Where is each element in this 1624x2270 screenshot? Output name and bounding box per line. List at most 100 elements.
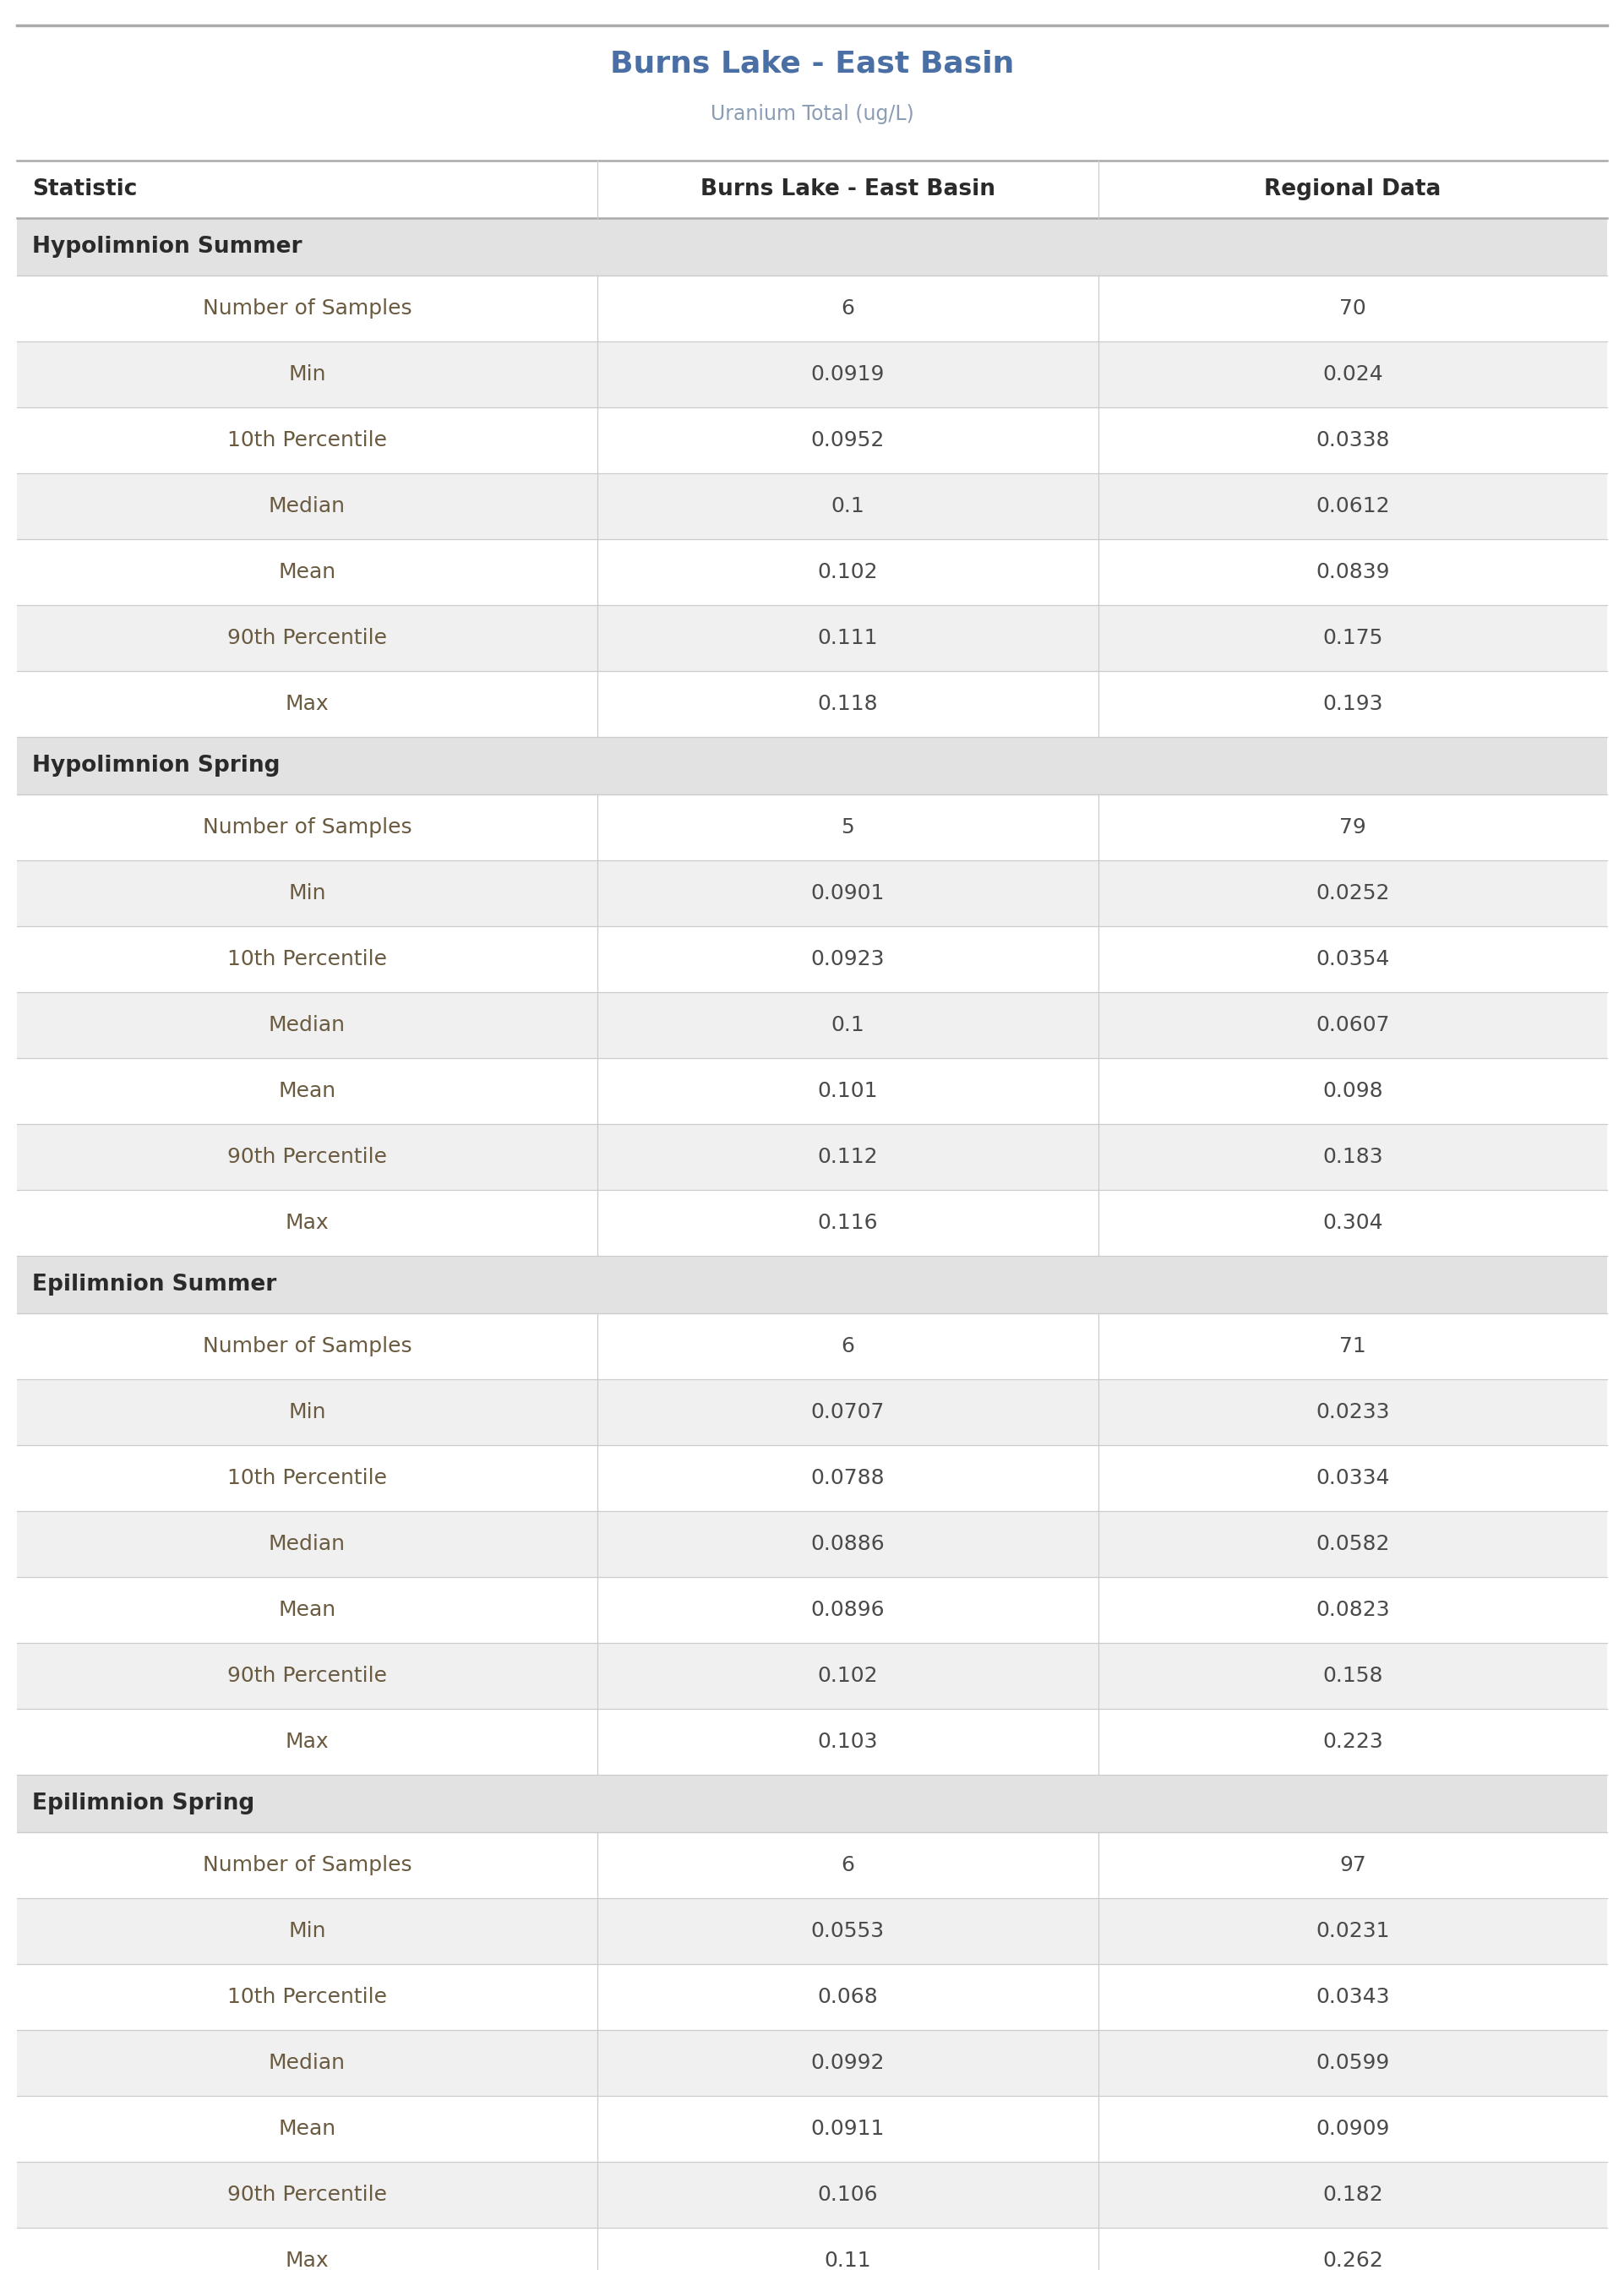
Bar: [16, 1643, 1608, 1709]
Text: 0.158: 0.158: [1322, 1666, 1384, 1687]
Text: 0.0231: 0.0231: [1315, 1920, 1390, 1941]
Text: 10th Percentile: 10th Percentile: [227, 431, 387, 449]
Text: 0.11: 0.11: [825, 2250, 872, 2270]
Text: Burns Lake - East Basin: Burns Lake - East Basin: [700, 179, 996, 200]
Bar: [16, 1255, 1608, 1314]
Text: Hypolimnion Spring: Hypolimnion Spring: [32, 754, 279, 776]
Bar: [16, 926, 1608, 992]
Text: 0.106: 0.106: [817, 2184, 879, 2204]
Bar: [16, 275, 1608, 340]
Bar: [16, 1832, 1608, 1898]
Text: 0.0354: 0.0354: [1315, 949, 1390, 969]
Text: Mean: Mean: [278, 2118, 336, 2138]
Text: Mean: Mean: [278, 1600, 336, 1621]
Text: 0.112: 0.112: [817, 1146, 879, 1167]
Text: 70: 70: [1340, 297, 1366, 318]
Text: 0.0553: 0.0553: [810, 1920, 885, 1941]
Text: 0.262: 0.262: [1322, 2250, 1384, 2270]
Text: 10th Percentile: 10th Percentile: [227, 1469, 387, 1489]
Text: Number of Samples: Number of Samples: [203, 1337, 412, 1357]
Text: 90th Percentile: 90th Percentile: [227, 1146, 387, 1167]
Text: 6: 6: [841, 1855, 854, 1875]
Text: 0.0919: 0.0919: [810, 363, 885, 384]
Text: 71: 71: [1340, 1337, 1366, 1357]
Text: 0.068: 0.068: [817, 1986, 879, 2007]
Text: 0.0599: 0.0599: [1315, 2052, 1390, 2073]
Bar: [16, 1189, 1608, 1255]
Text: Burns Lake - East Basin: Burns Lake - East Basin: [611, 50, 1013, 77]
Text: Max: Max: [286, 1732, 330, 1752]
Bar: [16, 992, 1608, 1058]
Text: 0.116: 0.116: [817, 1212, 879, 1233]
Text: Median: Median: [268, 497, 346, 515]
Text: 0.0343: 0.0343: [1315, 1986, 1390, 2007]
Text: Min: Min: [289, 363, 326, 384]
Bar: [16, 1446, 1608, 1512]
Text: Max: Max: [286, 2250, 330, 2270]
Text: 90th Percentile: 90th Percentile: [227, 2184, 387, 2204]
Text: Min: Min: [289, 1920, 326, 1941]
Text: 0.223: 0.223: [1322, 1732, 1384, 1752]
Bar: [16, 1898, 1608, 1964]
Text: 97: 97: [1340, 1855, 1366, 1875]
Text: Median: Median: [268, 1535, 346, 1555]
Text: 0.183: 0.183: [1322, 1146, 1384, 1167]
Bar: [16, 1314, 1608, 1380]
Bar: [16, 2029, 1608, 2095]
Bar: [16, 794, 1608, 860]
Text: 0.193: 0.193: [1322, 695, 1384, 715]
Bar: [16, 738, 1608, 794]
Text: 0.0911: 0.0911: [810, 2118, 885, 2138]
Text: 0.0582: 0.0582: [1315, 1535, 1390, 1555]
Text: 0.102: 0.102: [817, 1666, 879, 1687]
Text: 0.0896: 0.0896: [810, 1600, 885, 1621]
Text: 0.175: 0.175: [1322, 629, 1382, 649]
Bar: [16, 1709, 1608, 1775]
Text: 0.024: 0.024: [1322, 363, 1384, 384]
Text: Median: Median: [268, 1015, 346, 1035]
Text: Number of Samples: Number of Samples: [203, 297, 412, 318]
Text: 0.1: 0.1: [831, 1015, 864, 1035]
Bar: [16, 540, 1608, 606]
Bar: [16, 1124, 1608, 1189]
Text: 0.0612: 0.0612: [1315, 497, 1390, 515]
Text: 0.0886: 0.0886: [810, 1535, 885, 1555]
Text: Epilimnion Spring: Epilimnion Spring: [32, 1793, 255, 1814]
Text: 10th Percentile: 10th Percentile: [227, 949, 387, 969]
Text: 0.0901: 0.0901: [810, 883, 885, 903]
Bar: [16, 1578, 1608, 1643]
Text: 0.0252: 0.0252: [1315, 883, 1390, 903]
Text: 90th Percentile: 90th Percentile: [227, 629, 387, 649]
Text: 0.102: 0.102: [817, 563, 879, 583]
Text: 5: 5: [841, 817, 854, 838]
Text: Median: Median: [268, 2052, 346, 2073]
Text: 0.0923: 0.0923: [810, 949, 885, 969]
Text: 0.1: 0.1: [831, 497, 864, 515]
Text: 79: 79: [1340, 817, 1366, 838]
Text: 0.0707: 0.0707: [810, 1403, 885, 1423]
Bar: [16, 472, 1608, 540]
Text: 0.0233: 0.0233: [1315, 1403, 1390, 1423]
Text: 0.0952: 0.0952: [810, 431, 885, 449]
Text: Min: Min: [289, 883, 326, 903]
Text: Uranium Total (ug/L): Uranium Total (ug/L): [710, 104, 914, 125]
Bar: [16, 2095, 1608, 2161]
Text: 0.101: 0.101: [817, 1081, 879, 1101]
Text: Statistic: Statistic: [32, 179, 136, 200]
Bar: [16, 606, 1608, 672]
Text: 0.0823: 0.0823: [1315, 1600, 1390, 1621]
Bar: [16, 218, 1608, 275]
Text: 0.0607: 0.0607: [1315, 1015, 1390, 1035]
Bar: [16, 340, 1608, 406]
Text: 0.304: 0.304: [1322, 1212, 1384, 1233]
Text: 0.111: 0.111: [817, 629, 879, 649]
Text: 6: 6: [841, 1337, 854, 1357]
Text: 0.0839: 0.0839: [1315, 563, 1390, 583]
Bar: [16, 1380, 1608, 1446]
Bar: [16, 1775, 1608, 1832]
Text: 10th Percentile: 10th Percentile: [227, 1986, 387, 2007]
Text: Max: Max: [286, 1212, 330, 1233]
Bar: [16, 1058, 1608, 1124]
Text: 6: 6: [841, 297, 854, 318]
Bar: [16, 1964, 1608, 2029]
